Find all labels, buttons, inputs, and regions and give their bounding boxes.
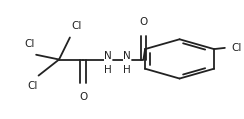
Text: Cl: Cl [27,81,37,91]
Text: Cl: Cl [25,39,35,49]
Text: N: N [123,51,131,61]
Text: N: N [104,51,112,61]
Text: O: O [139,17,148,27]
Text: H: H [104,65,112,75]
Text: O: O [79,92,87,102]
Text: Cl: Cl [232,43,242,53]
Text: Cl: Cl [71,21,82,31]
Text: H: H [123,65,131,75]
